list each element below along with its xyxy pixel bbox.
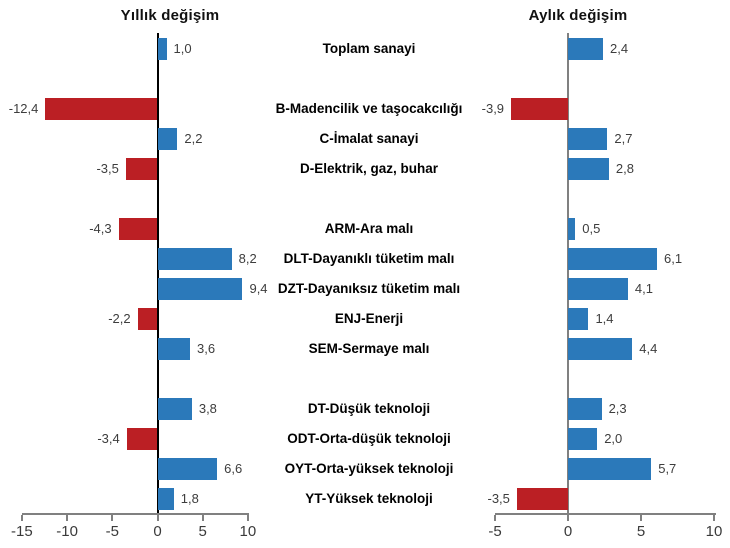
monthly-bar xyxy=(568,128,608,150)
annual-x-axis-tick xyxy=(201,515,204,521)
annual-value-label: -4,3 xyxy=(89,221,112,236)
annual-value-label: -2,2 xyxy=(108,311,131,326)
annual-value-label: 3,8 xyxy=(198,401,217,416)
category-label: YT-Yüksek teknoloji xyxy=(305,491,433,506)
monthly-value-label: 4,4 xyxy=(639,341,658,356)
monthly-x-axis-line xyxy=(494,513,716,515)
annual-x-axis-tick xyxy=(246,515,249,521)
annual-bar xyxy=(157,488,174,510)
monthly-value-label: 2,7 xyxy=(614,131,633,146)
annual-x-axis-tick-label: -10 xyxy=(56,523,78,540)
monthly-bar xyxy=(568,458,652,480)
category-label: ODT-Orta-düşük teknoloji xyxy=(287,431,451,446)
monthly-value-label: 0,5 xyxy=(582,221,601,236)
annual-value-label: -3,4 xyxy=(97,431,120,446)
annual-zero-axis-line xyxy=(156,33,159,514)
annual-value-label: 1,8 xyxy=(180,491,199,506)
category-label: ARM-Ara malı xyxy=(324,221,414,236)
monthly-bar xyxy=(568,38,604,60)
monthly-value-label: 2,4 xyxy=(610,41,629,56)
annual-bar xyxy=(137,308,158,330)
annual-x-axis-tick-label: 5 xyxy=(198,523,207,540)
annual-x-axis-tick xyxy=(66,515,69,521)
monthly-x-axis-tick xyxy=(494,515,496,521)
annual-bar xyxy=(45,98,158,120)
category-label: D-Elektrik, gaz, buhar xyxy=(299,161,439,176)
annual-value-label: 8,2 xyxy=(238,251,257,266)
monthly-bar xyxy=(568,308,589,330)
annual-value-label: -3,5 xyxy=(96,161,119,176)
annual-chart-title: Yıllık değişim xyxy=(120,7,220,24)
annual-x-axis-tick xyxy=(20,515,23,521)
category-label: ENJ-Enerji xyxy=(334,311,404,326)
annual-value-label: 2,2 xyxy=(184,131,203,146)
annual-bar xyxy=(157,398,192,420)
annual-x-axis-tick xyxy=(111,515,114,521)
annual-bar xyxy=(157,248,232,270)
annual-bar xyxy=(157,458,218,480)
annual-bar xyxy=(157,128,178,150)
monthly-bar xyxy=(511,98,568,120)
monthly-zero-axis-line xyxy=(567,33,569,514)
monthly-bar xyxy=(568,248,658,270)
monthly-x-axis-tick xyxy=(567,515,569,521)
annual-x-axis-tick-label: -5 xyxy=(105,523,119,540)
annual-value-label: 1,0 xyxy=(173,41,192,56)
annual-x-axis-tick-label: 10 xyxy=(239,523,257,540)
monthly-value-label: -3,9 xyxy=(481,101,505,116)
monthly-value-label: 2,8 xyxy=(615,161,634,176)
annual-bar xyxy=(157,278,243,300)
annual-value-label: 9,4 xyxy=(249,281,268,296)
annual-bar xyxy=(157,338,191,360)
annual-bar xyxy=(126,428,158,450)
category-label: DZT-Dayanıksız tüketim malı xyxy=(277,281,461,296)
annual-x-axis-tick-label: 0 xyxy=(153,523,162,540)
monthly-x-axis-tick xyxy=(640,515,642,521)
monthly-bar xyxy=(568,428,598,450)
category-label: C-İmalat sanayi xyxy=(319,131,419,146)
annual-x-axis-tick xyxy=(156,515,159,521)
monthly-value-label: 2,0 xyxy=(604,431,623,446)
monthly-x-axis-tick-label: -5 xyxy=(488,523,502,540)
monthly-bar xyxy=(568,158,609,180)
monthly-value-label: 4,1 xyxy=(634,281,653,296)
monthly-x-axis-tick-label: 10 xyxy=(705,523,723,540)
monthly-value-label: 1,4 xyxy=(595,311,614,326)
monthly-bar xyxy=(568,338,633,360)
annual-bar xyxy=(125,158,158,180)
monthly-bar xyxy=(568,398,602,420)
annual-bar xyxy=(118,218,158,240)
category-label: DT-Düşük teknoloji xyxy=(307,401,431,416)
annual-x-axis-tick-label: -15 xyxy=(11,523,33,540)
monthly-bar xyxy=(568,218,576,240)
monthly-x-axis-tick-label: 0 xyxy=(563,523,573,540)
annual-bar xyxy=(157,38,167,60)
annual-x-axis-line xyxy=(22,513,249,515)
monthly-value-label: 5,7 xyxy=(658,461,677,476)
monthly-value-label: 2,3 xyxy=(608,401,627,416)
category-label: SEM-Sermaye malı xyxy=(308,341,430,356)
annual-value-label: 3,6 xyxy=(197,341,216,356)
category-label: Toplam sanayi xyxy=(322,41,416,56)
monthly-chart-title: Aylık değişim xyxy=(528,7,628,24)
monthly-bar xyxy=(516,488,568,510)
monthly-value-label: -3,5 xyxy=(487,491,510,506)
annual-value-label: -12,4 xyxy=(8,101,39,116)
monthly-bar xyxy=(568,278,628,300)
category-label: OYT-Orta-yüksek teknoloji xyxy=(284,461,454,476)
monthly-x-axis-tick-label: 5 xyxy=(636,523,646,540)
category-label: B-Madencilik ve taşocakcılığı xyxy=(275,101,463,116)
category-label: DLT-Dayanıklı tüketim malı xyxy=(283,251,455,266)
annual-value-label: 6,6 xyxy=(224,461,243,476)
monthly-value-label: 6,1 xyxy=(664,251,683,266)
monthly-x-axis-tick xyxy=(713,515,715,521)
